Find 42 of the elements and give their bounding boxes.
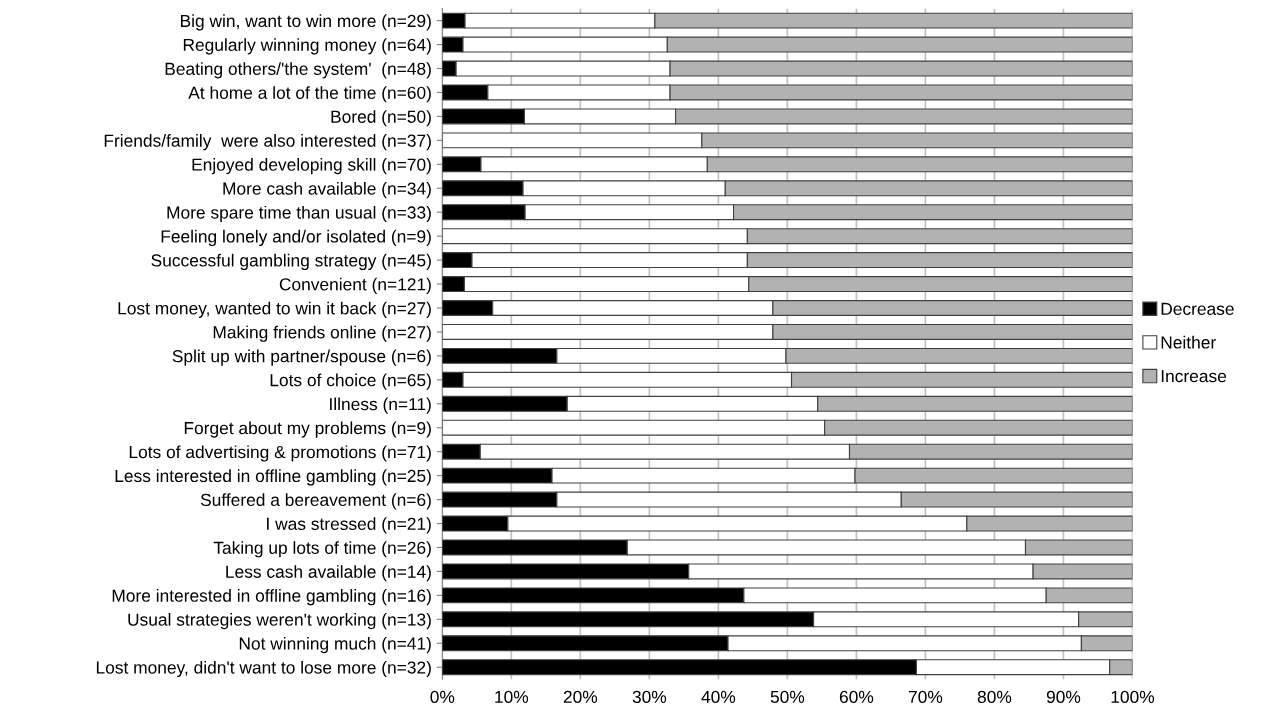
y-tick-label: At home a lot of the time (n=60) [188,86,431,103]
y-tick-label: Less interested in offline gambling (n=25) [115,469,431,486]
legend-label: Increase [1161,370,1227,383]
y-tick-label: Making friends online (n=27) [213,325,431,342]
y-tick-label: More interested in offline gambling (n=16) [112,589,431,606]
y-tick-label: Taking up lots of time (n=26) [213,541,431,558]
x-tick-label: 40% [701,690,736,704]
y-tick-label: Lots of choice (n=65) [270,373,431,390]
y-tick-label: More spare time than usual (n=33) [167,205,431,223]
y-tick-label: Split up with partner/spouse (n=6) [172,349,431,366]
x-tick-label: 10% [495,690,529,704]
x-tick-label: 30% [632,690,667,704]
x-tick-label: 50% [770,690,805,704]
y-tick-label: Bored (n=50) [331,110,431,127]
y-tick-label: Regularly winning money (n=64) [183,38,431,55]
legend-label: Neither [1161,335,1216,349]
x-tick-label: 60% [839,690,874,704]
y-tick-label: Feeling lonely and/or isolated (n=9) [161,229,431,247]
y-tick-label: Successful gambling strategy (n=45) [151,253,431,270]
x-tick-label: 20% [563,690,598,704]
y-tick-label: Beating others/'the system' (n=48) [165,62,431,79]
y-tick-label: Illness (n=11) [330,397,431,414]
y-tick-label: Less cash available (n=14) [226,565,431,582]
y-tick-label: Not winning much (n=41) [239,636,431,654]
legend-label: Decrease [1161,302,1234,315]
y-tick-label: I was stressed (n=21) [267,517,431,534]
y-tick-label: Suffered a bereavement (n=6) [200,493,431,510]
x-tick-label: 70% [908,690,943,704]
y-tick-label: Lost money, wanted to win it back (n=27) [118,301,431,318]
y-tick-label: Friends/family were also interested (n=37) [104,134,431,151]
y-tick-label: Usual strategies weren't working (n=13) [128,613,431,630]
y-tick-label: Lots of advertising & promotions (n=71) [129,445,431,462]
x-tick-label: 80% [977,690,1012,704]
x-tick-label: 90% [1046,690,1081,704]
y-tick-label: Lost money, didn't want to lose more (n=32) [96,660,431,678]
y-tick-label: Enjoyed developing skill (n=70) [192,158,431,175]
y-tick-label: Convenient (n=121) [279,277,431,294]
y-tick-label: More cash available (n=34) [223,181,431,199]
y-tick-label: Big win, want to win more (n=29) [181,14,431,31]
y-tick-label: Forget about my problems (n=9) [184,421,431,438]
x-tick-label: 100% [1111,690,1155,704]
x-tick-label: 0% [430,690,455,704]
